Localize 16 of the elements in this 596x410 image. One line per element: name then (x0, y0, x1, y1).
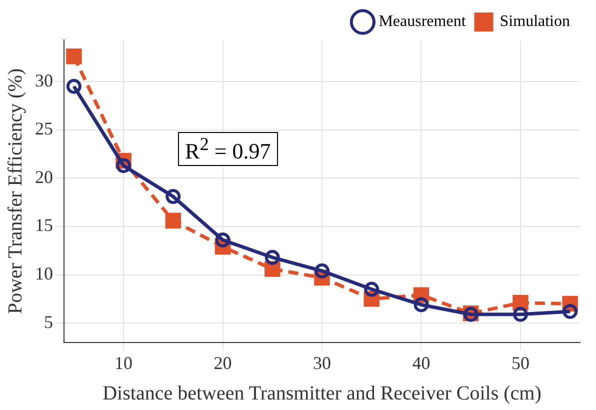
legend-label: Meausrement (378, 13, 466, 30)
y-tick-label: 30 (35, 70, 53, 90)
x-tick-label: 20 (214, 352, 232, 373)
x-axis-title: Distance between Transmitter and Receiver Coils (cm) (102, 382, 542, 404)
x-tick-label: 50 (511, 352, 530, 373)
x-tick-label: 10 (114, 352, 133, 373)
y-tick-label: 20 (35, 166, 53, 187)
x-tick-label: 40 (412, 352, 430, 373)
y-tick-label: 5 (44, 312, 53, 332)
annotation: R$^{2}$ = 0.97 (178, 132, 278, 166)
legend-label: Simulation (500, 13, 570, 30)
y-tick-label: 10 (35, 264, 53, 284)
y-tick-label: 25 (35, 118, 53, 139)
y-axis-title: Power Transfer Efficiency (%) (4, 68, 26, 314)
y-tick-label: 15 (35, 215, 53, 236)
x-tick-label: 30 (313, 352, 331, 373)
